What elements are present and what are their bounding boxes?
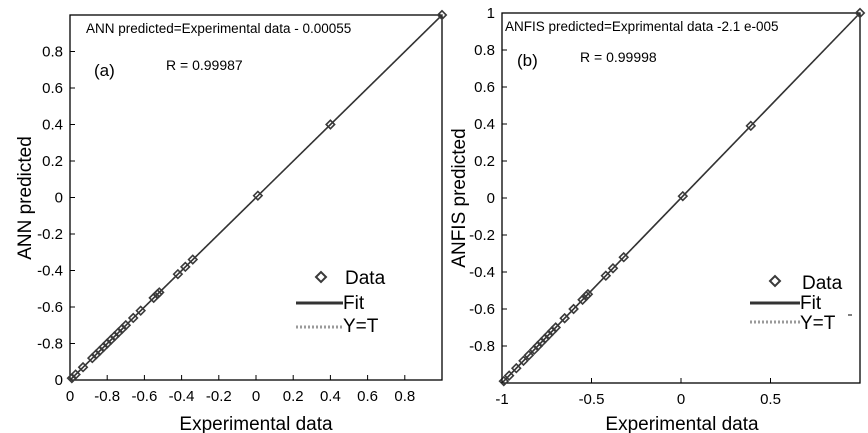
a-y-tick-label: -0.4 <box>37 263 63 280</box>
b-x-tick-label: -0.5 <box>579 391 605 408</box>
b-data-point <box>600 270 612 282</box>
chart-a-legend-data: Data <box>345 268 386 289</box>
a-x-tick-label: -0.4 <box>169 388 195 405</box>
b-data-point <box>854 7 866 19</box>
a-y-tick-label: -0.6 <box>37 299 63 316</box>
chart-a-legend-yt: Y=T <box>343 316 379 337</box>
a-data-point <box>179 261 191 273</box>
a-y-tick-label: 0 <box>55 190 63 207</box>
b-data-point <box>550 322 562 333</box>
b-y-tick-label: 0.2 <box>474 153 495 170</box>
a-data-point <box>70 369 81 380</box>
a-y-tick-label: -0.8 <box>37 336 63 353</box>
a-data-point <box>436 9 448 21</box>
chart-b-legend-data-marker <box>768 274 782 288</box>
chart-b-r-value: R = 0.99998 <box>580 49 657 65</box>
chart-a-y-axis-label: ANN predicted <box>15 136 36 260</box>
chart-b-y-axis-label: ANFIS predicted <box>449 128 470 267</box>
b-x-tick-label: 0 <box>677 391 685 408</box>
a-x-tick-label: -0.6 <box>131 388 157 405</box>
b-data-point <box>745 120 757 132</box>
b-y-tick-label: 0.8 <box>474 42 495 59</box>
b-y-tick-label: 1 <box>487 5 495 22</box>
chart-a-r-value: R = 0.99987 <box>166 57 243 73</box>
a-x-tick-label: -0.2 <box>206 388 232 405</box>
chart-a-legend: Data Fit Y=T <box>296 268 386 337</box>
a-data-point <box>172 268 184 280</box>
b-y-tick-label: 0.4 <box>474 116 495 133</box>
a-data-point <box>77 361 89 373</box>
b-y-tick-label: -0.4 <box>469 264 495 281</box>
a-y-tick-label: 0.8 <box>42 44 63 61</box>
b-data-point <box>503 370 515 381</box>
a-y-tick-label: 0.6 <box>42 80 63 97</box>
b-y-tick-label: -0.6 <box>469 301 495 318</box>
a-data-point <box>325 119 336 130</box>
b-data-point <box>510 362 522 374</box>
a-y-tick-label: 0.4 <box>42 117 63 134</box>
b-x-tick-label: 0.5 <box>760 391 781 408</box>
b-x-tick-label: -1 <box>495 391 508 408</box>
chart-a-panel-label: (a) <box>94 61 115 80</box>
chart-a-equation: ANN predicted=Experimental data - 0.0005… <box>86 21 351 36</box>
a-x-tick-label: 0.6 <box>357 388 378 405</box>
b-y-tick-label: 0 <box>487 190 495 207</box>
a-y-tick-label: -0.2 <box>37 226 63 243</box>
chart-a-x-corner-tick: 0 <box>66 388 74 405</box>
chart-a-y-corner-tick: 0 <box>55 372 63 389</box>
b-data-point <box>568 303 579 315</box>
chart-a: -0.8 -0.6 -0.4 -0.2 0 0.2 0.4 0.6 0.8 -0.8 -0.6 -0… <box>15 9 448 433</box>
a-data-point <box>120 319 132 331</box>
a-x-tick-label: 0 <box>252 388 260 405</box>
b-data-point <box>518 355 529 367</box>
b-y-tick-label: -0.2 <box>469 227 495 244</box>
chart-b-panel-label: (b) <box>517 51 538 70</box>
chart-b-x-axis-label: Experimental data <box>605 414 759 433</box>
b-data-point <box>618 251 630 263</box>
a-x-tick-label: -0.8 <box>94 388 120 405</box>
a-x-tick-label: 0.4 <box>320 388 341 405</box>
b-data-point <box>582 288 594 300</box>
b-data-point <box>677 190 689 202</box>
a-y-tick-label: 0.2 <box>42 153 63 170</box>
b-data-point <box>523 349 535 361</box>
chart-b: -1 -0.5 0 0.5 -0.8 -0.6 -0.4 -0.2 0 0.2 0.4 0.6 0.8… <box>449 5 866 433</box>
chart-b-legend: Data Fit Y=T <box>750 273 852 334</box>
a-data-point <box>153 287 165 298</box>
b-y-tick-label: 0.6 <box>474 79 495 96</box>
chart-a-legend-data-marker <box>314 270 328 284</box>
a-x-tick-label: 0.8 <box>394 388 415 405</box>
chart-b-equation: ANFIS predicted=Exprimental data -2.1 e-… <box>505 19 779 34</box>
a-x-tick-label: 0.2 <box>283 388 304 405</box>
chart-a-x-axis-label: Experimental data <box>179 414 333 433</box>
b-y-tick-label: -0.8 <box>469 338 495 355</box>
chart-b-legend-data: Data <box>802 273 843 294</box>
chart-a-legend-fit: Fit <box>343 293 365 314</box>
a-data-point <box>135 305 147 316</box>
b-data-point <box>559 312 570 324</box>
chart-b-legend-fit: Fit <box>800 293 822 314</box>
b-data-point <box>607 262 619 274</box>
a-data-point <box>127 312 139 324</box>
a-data-point <box>187 254 199 265</box>
a-data-point <box>252 190 264 202</box>
chart-b-legend-yt: Y=T <box>800 313 836 334</box>
